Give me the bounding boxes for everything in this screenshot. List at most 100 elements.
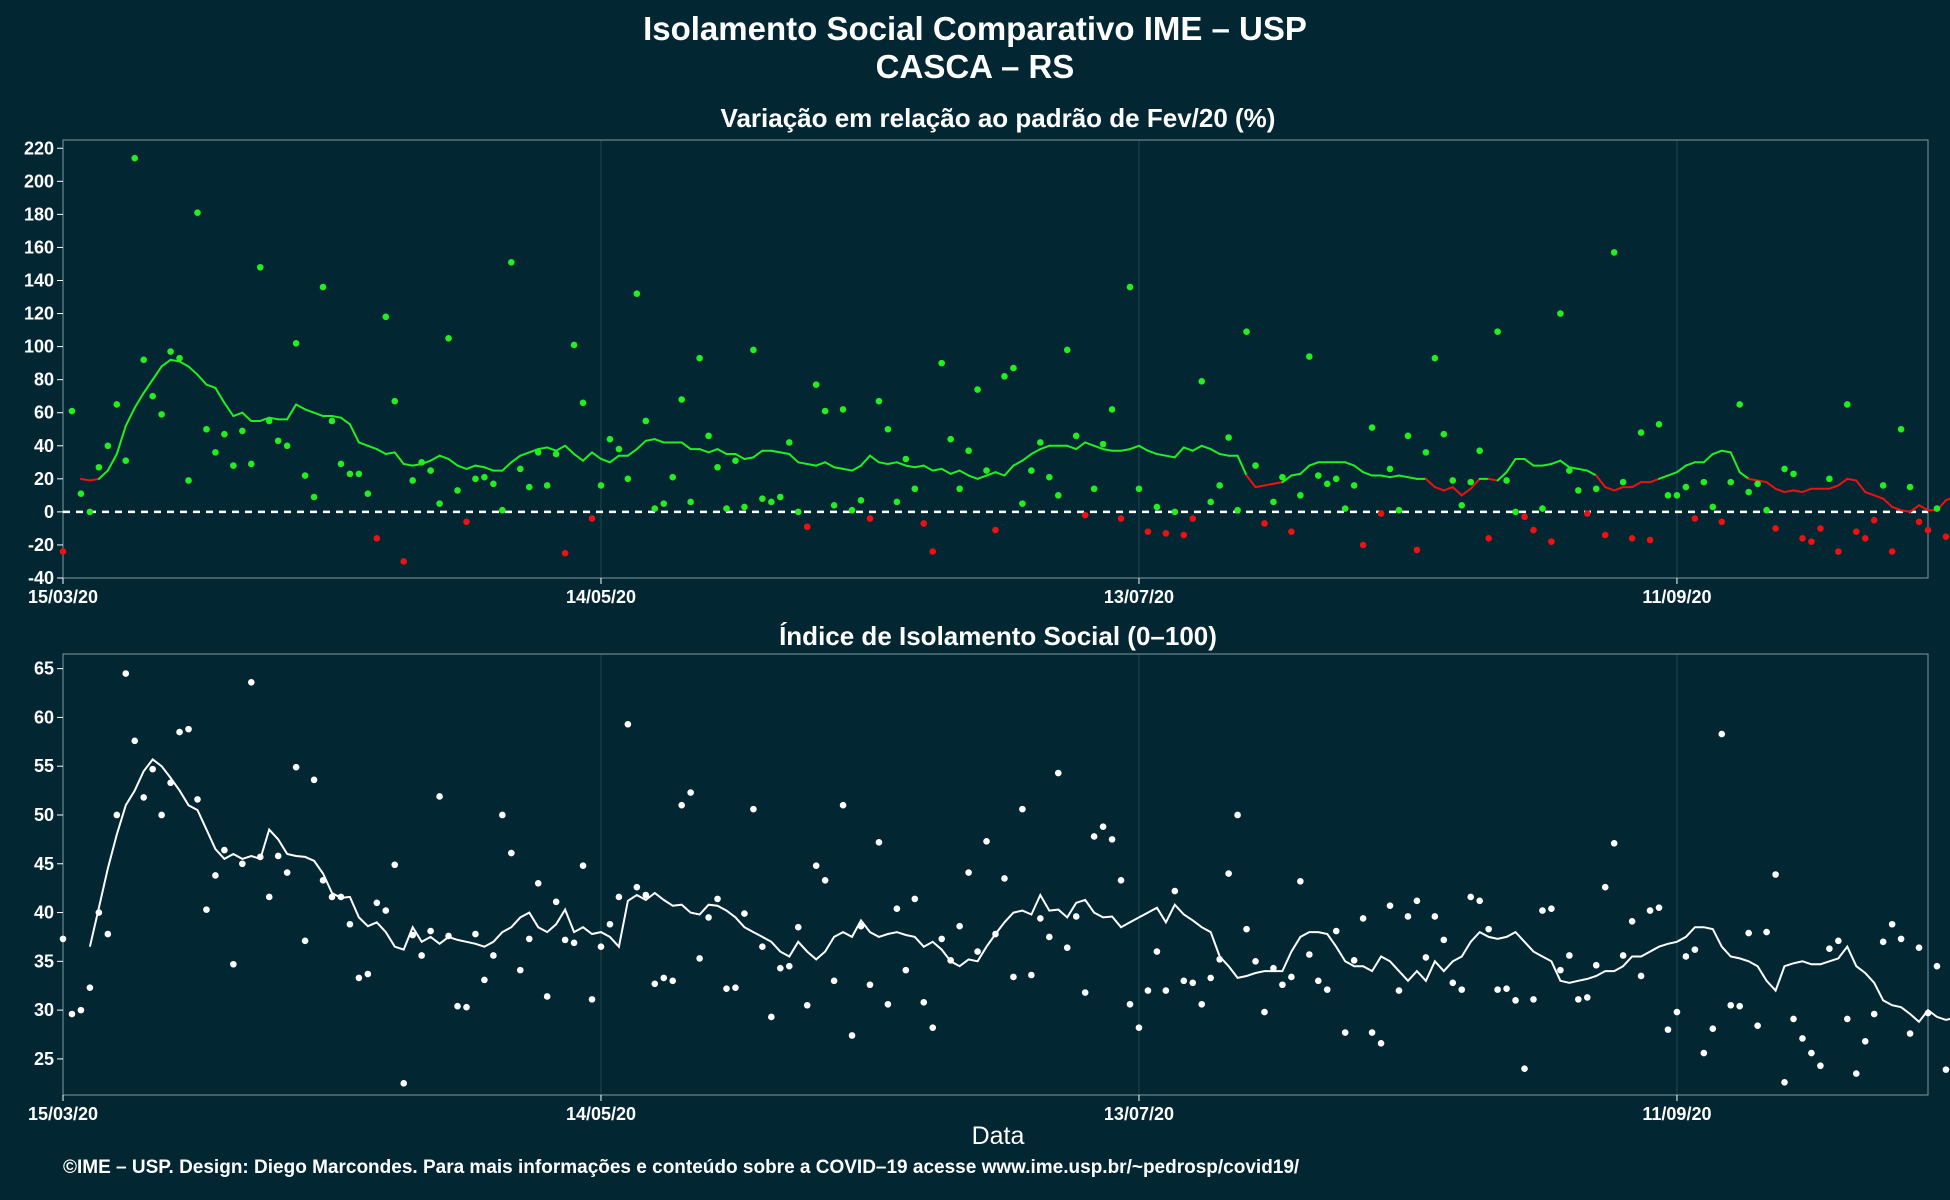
index-point-17 <box>212 872 219 879</box>
variation-point-165 <box>1539 505 1546 512</box>
index-point-33 <box>355 974 363 982</box>
mean-line-segment-200 <box>1873 494 1885 500</box>
mean-line-segment-155 <box>1469 477 1481 490</box>
index-point-195 <box>1808 1049 1815 1057</box>
variation-point-22 <box>256 263 264 271</box>
variation-point-192 <box>1781 465 1788 473</box>
mean-line-segment-192 <box>1801 487 1813 494</box>
index-point-116 <box>1099 823 1107 830</box>
index-point-154 <box>1440 936 1448 944</box>
mean-line-segment-75 <box>752 449 764 459</box>
mean-line-segment-179 <box>1684 461 1696 467</box>
variation-point-16 <box>203 425 210 433</box>
mean-line-segment-134 <box>1281 474 1293 484</box>
index-point-98 <box>938 935 946 943</box>
mean-line-segment-120 <box>1155 453 1167 457</box>
variation-point-205 <box>1897 425 1905 433</box>
mean-line-segment-118 <box>1137 444 1149 452</box>
variation-point-39 <box>409 477 416 484</box>
mean-line-segment-198 <box>1855 479 1867 494</box>
variation-point-70 <box>687 498 694 506</box>
y-tick-label-0-4: 40 <box>34 436 54 456</box>
mean-line-segment-14 <box>205 383 217 389</box>
index-point-45 <box>463 1003 470 1011</box>
variation-point-24 <box>274 437 282 445</box>
index-point-160 <box>1494 986 1501 993</box>
variation-point-144 <box>1350 482 1358 489</box>
variation-point-142 <box>1332 475 1340 483</box>
index-point-106 <box>1010 973 1017 981</box>
mean-line-segment-64 <box>653 438 665 444</box>
variation-point-177 <box>1646 536 1654 544</box>
mean-line-segment-117 <box>1128 444 1140 451</box>
mean-line-segment-105 <box>1021 453 1033 462</box>
variation-point-8 <box>131 154 139 162</box>
index-point-131 <box>1234 811 1241 819</box>
y-tick-label-1-2: 35 <box>34 951 54 971</box>
index-point-189 <box>1754 1022 1761 1030</box>
mean-line-segment-157 <box>1487 477 1499 482</box>
index-point-179 <box>1664 1026 1672 1033</box>
variation-point-59 <box>588 515 596 522</box>
mean-line-segment-29 <box>339 416 351 426</box>
mean-line-segment-152 <box>1442 486 1454 492</box>
variation-point-20 <box>239 427 246 435</box>
variation-point-145 <box>1359 541 1367 549</box>
x-tick-label-1-0: 15/03/20 <box>28 1104 98 1124</box>
mean-line-segment-173 <box>1631 481 1643 489</box>
index-point-183 <box>1700 1049 1708 1057</box>
index-point-66 <box>651 980 659 988</box>
variation-point-186 <box>1727 478 1735 486</box>
variation-point-88 <box>848 506 856 514</box>
index-point-136 <box>1279 981 1286 989</box>
index-point-55 <box>552 898 560 906</box>
variation-point-187 <box>1736 401 1744 408</box>
variation-point-112 <box>1063 346 1071 354</box>
variation-point-60 <box>597 482 605 489</box>
index-point-84 <box>812 862 820 870</box>
index-point-28 <box>310 776 318 784</box>
variation-point-40 <box>418 459 425 466</box>
mean-line-segment-197 <box>1846 477 1858 482</box>
variation-point-198 <box>1835 548 1842 555</box>
variation-point-197 <box>1826 475 1833 483</box>
variation-point-79 <box>768 498 775 506</box>
variation-point-135 <box>1270 498 1277 506</box>
variation-point-77 <box>750 346 757 354</box>
mean-line-segment-97 <box>949 469 961 475</box>
mean-line-segment-186 <box>1747 477 1759 482</box>
y-tick-label-1-8: 65 <box>34 659 54 679</box>
mean-line-segment-129 <box>1236 454 1248 477</box>
index-point-130 <box>1225 870 1232 877</box>
index-point-150 <box>1404 913 1412 920</box>
index-point-14 <box>185 725 192 733</box>
index-point-103 <box>983 838 990 845</box>
index-point-3 <box>86 984 94 991</box>
mean-line-segment-82 <box>815 461 827 467</box>
mean-line-segment-153 <box>1451 486 1463 497</box>
index-point-74 <box>723 985 730 992</box>
variation-point-69 <box>678 396 685 403</box>
variation-point-101 <box>965 447 972 455</box>
variation-point-191 <box>1772 525 1779 532</box>
variation-point-43 <box>445 335 452 342</box>
mean-line-segment-137 <box>1308 461 1320 467</box>
mean-line-segment-86 <box>851 464 863 472</box>
mean-line-segment-15 <box>214 386 226 404</box>
mean-line-segment-10 <box>169 358 181 363</box>
index-point-86 <box>830 977 838 985</box>
mean-line-segment-83 <box>824 461 836 469</box>
variation-point-119 <box>1126 283 1134 291</box>
index-point-4 <box>95 909 103 916</box>
variation-point-36 <box>382 313 390 321</box>
variation-point-174 <box>1619 478 1627 486</box>
variation-point-44 <box>454 487 461 494</box>
mean-line-segment-136 <box>1299 464 1311 475</box>
plot-frame-1 <box>62 653 1929 1096</box>
mean-line-segment-17 <box>232 411 244 418</box>
variation-point-32 <box>346 470 354 478</box>
mean-line-segment-18 <box>241 411 253 422</box>
page-subtitle: CASCA – RS <box>875 48 1075 85</box>
mean-line-segment-42 <box>456 464 468 470</box>
index-point-118 <box>1117 877 1125 884</box>
